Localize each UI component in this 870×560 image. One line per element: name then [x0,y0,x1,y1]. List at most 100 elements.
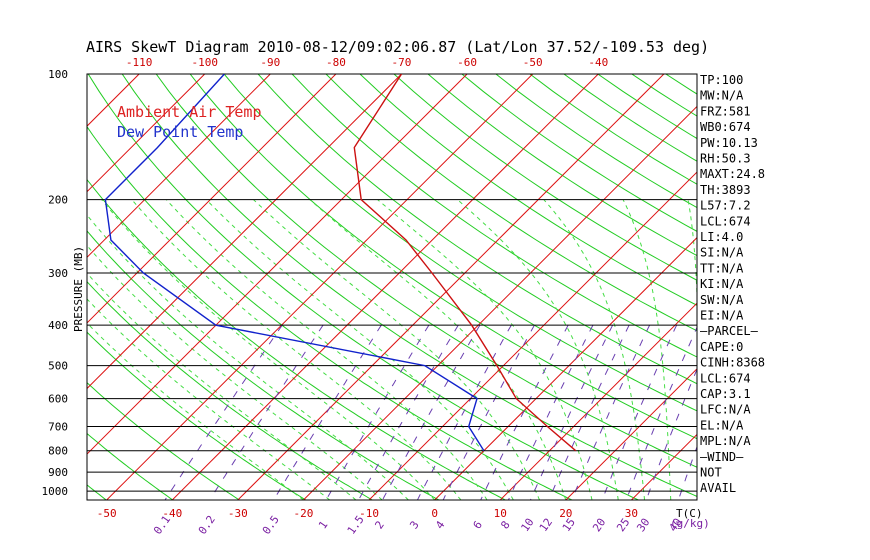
stability-index-item: KI:N/A [700,277,744,291]
legend-dew-point-temp: Dew Point Temp [117,123,243,141]
mixing-ratio-line [358,324,459,500]
plot-frame [86,73,698,501]
grid-layer [0,74,870,500]
mixing-ratio-tick-label: 30 [634,516,652,534]
dry-adiabat-line [393,74,697,281]
mixing-ratio-tick-label: 0.5 [260,513,282,537]
pressure-tick-label: 900 [48,466,68,479]
bottom-temp-tick-label: 0 [431,507,438,520]
pressure-tick-label: 500 [48,360,68,373]
isotherm-line [87,74,206,193]
mixing-ratio-tick-label: 12 [537,516,555,534]
stability-index-item: AVAIL [700,481,736,495]
mixing-ratio-line [209,324,324,500]
moist-adiabat-line [131,199,462,500]
stability-index-item: MAXT:24.8 [700,167,765,181]
isotherm-line [434,236,697,500]
x-axis-label: T(C) [676,507,703,520]
stability-index-item: —PARCEL— [700,324,759,338]
legend: Ambient Air Temp Dew Point Temp [117,103,262,141]
stability-index-item: FRZ:581 [700,104,751,118]
moist-adiabat-line [457,199,619,500]
stability-index-item: WB0:674 [700,120,751,134]
moist-adiabat-line [87,214,409,500]
stability-index-item: LFC:N/A [700,403,751,417]
mixing-ratio-tick-label: 0.2 [196,513,218,537]
stability-index-item: LCL:674 [700,214,751,228]
stability-index-item: —WIND— [700,450,744,464]
moist-adiabat-line [165,199,488,500]
dry-adiabat-line [427,74,697,257]
stability-index-item: SI:N/A [700,246,744,260]
moist-adiabat-line [87,322,304,500]
mixing-ratio-line [601,324,678,500]
isotherm-line [87,74,337,324]
stability-index-item: TH:3893 [700,183,751,197]
dry-adiabat-line [768,74,870,500]
stability-index-item: TT:N/A [700,261,744,275]
mixing-ratio-tick-label: 4 [433,518,448,531]
dry-adiabat-line [87,74,639,500]
mixing-ratio-line [571,324,651,500]
stability-index-item: EI:N/A [700,309,744,323]
bottom-temp-tick-label: -10 [359,507,379,520]
dry-adiabat-line [359,74,697,306]
isotherm-line [0,74,74,500]
mixing-ratio-tick-label: 15 [560,516,578,534]
top-temp-tick-label: -100 [191,56,218,69]
dry-adiabat-line [189,74,697,440]
top-temp-tick-label: -110 [126,56,153,69]
isotherm-line [171,74,599,500]
dry-adiabat-line [325,74,697,332]
mixing-ratio-tick-label: 1 [316,519,330,532]
chart-title: AIRS SkewT Diagram 2010-08-12/09:02:06.8… [86,38,709,56]
stability-index-item: LI:4.0 [700,230,743,244]
dry-adiabat-line [257,74,697,385]
pressure-tick-label: 300 [48,267,68,280]
moist-adiabat-line [622,199,672,500]
moist-adiabat-line [543,199,645,500]
dry-adiabat-line [0,74,40,500]
stability-index-item: EL:N/A [700,418,744,432]
dry-adiabat-line [836,74,870,500]
dry-adiabat-line [87,281,373,500]
pressure-tick-label: 100 [48,68,68,81]
mixing-ratio-tick-label: 40 [666,516,684,534]
bottom-temp-tick-label: 10 [494,507,507,520]
top-temp-tick-label: -90 [260,56,280,69]
top-temp-tick-label: -60 [457,56,477,69]
mixing-ratio-unit: (g/kg) [670,517,710,530]
moist-adiabat-line [101,199,435,500]
pressure-tick-label: 200 [48,194,68,207]
mixing-ratio-line [625,326,697,500]
dry-adiabat-line [291,74,697,358]
top-temp-tick-label: -50 [523,56,543,69]
moist-adiabat-line [377,199,593,500]
bottom-temp-tick-label: 30 [625,507,638,520]
moist-adiabat-line [309,199,567,500]
bottom-temp-tick-label: 20 [559,507,572,520]
pressure-tick-labels: 100 200 300 400 500 600 700 800 900 1000 [42,68,69,498]
bottom-temp-tick-labels: -50 -40 -30 -20 -10 0 10 20 30 [97,507,638,520]
stability-index-item: CAP:3.1 [700,387,751,401]
mixing-ratio-line [273,324,382,500]
mixing-ratio-line [164,324,283,500]
mixing-ratio-tick-label: 2 [372,519,386,532]
pressure-tick-label: 1000 [42,485,69,498]
dry-adiabat-line [87,178,506,500]
mixing-ratio-tick-label: 20 [590,516,608,534]
dry-adiabat-line [87,125,573,500]
dry-adiabat-line [495,74,697,209]
bottom-temp-tick-label: -50 [97,507,117,520]
isotherm-line [303,105,697,500]
mixing-ratio-line [529,324,614,500]
isotherm-line [87,74,402,390]
dry-adiabat-line [121,74,697,498]
moist-adiabat-line [87,244,383,500]
pressure-tick-label: 700 [48,421,68,434]
series-layer [104,74,577,452]
stability-index-item: TP:100 [700,73,743,87]
isotherm-line [106,74,534,500]
